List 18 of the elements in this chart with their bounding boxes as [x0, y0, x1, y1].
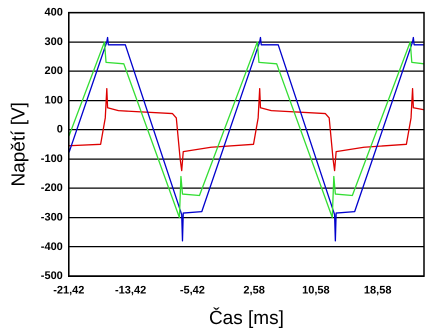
x-tick-label: -5,42: [180, 284, 205, 297]
y-tick-label: 0: [56, 124, 63, 136]
y-tick-label: -200: [40, 182, 63, 194]
x-tick-label: -13,42: [114, 284, 146, 297]
y-tick-label: -500: [40, 270, 63, 282]
y-axis-title: Napětí [V]: [8, 102, 30, 187]
y-tick-label: -100: [40, 152, 63, 165]
y-tick-label: -400: [40, 240, 63, 253]
y-tick-label: 100: [44, 94, 63, 106]
x-axis-title: Čas [ms]: [208, 306, 284, 329]
x-tick-label: 2,58: [243, 284, 265, 297]
y-tick-label: -300: [40, 212, 63, 224]
x-tick-label: -21,42: [53, 284, 84, 297]
y-tick-label: 300: [44, 36, 63, 48]
x-tick-label: 18,58: [364, 284, 392, 297]
y-tick-label: 200: [44, 65, 63, 78]
y-tick-label: 400: [44, 6, 63, 19]
x-tick-label: 10,58: [302, 284, 330, 297]
